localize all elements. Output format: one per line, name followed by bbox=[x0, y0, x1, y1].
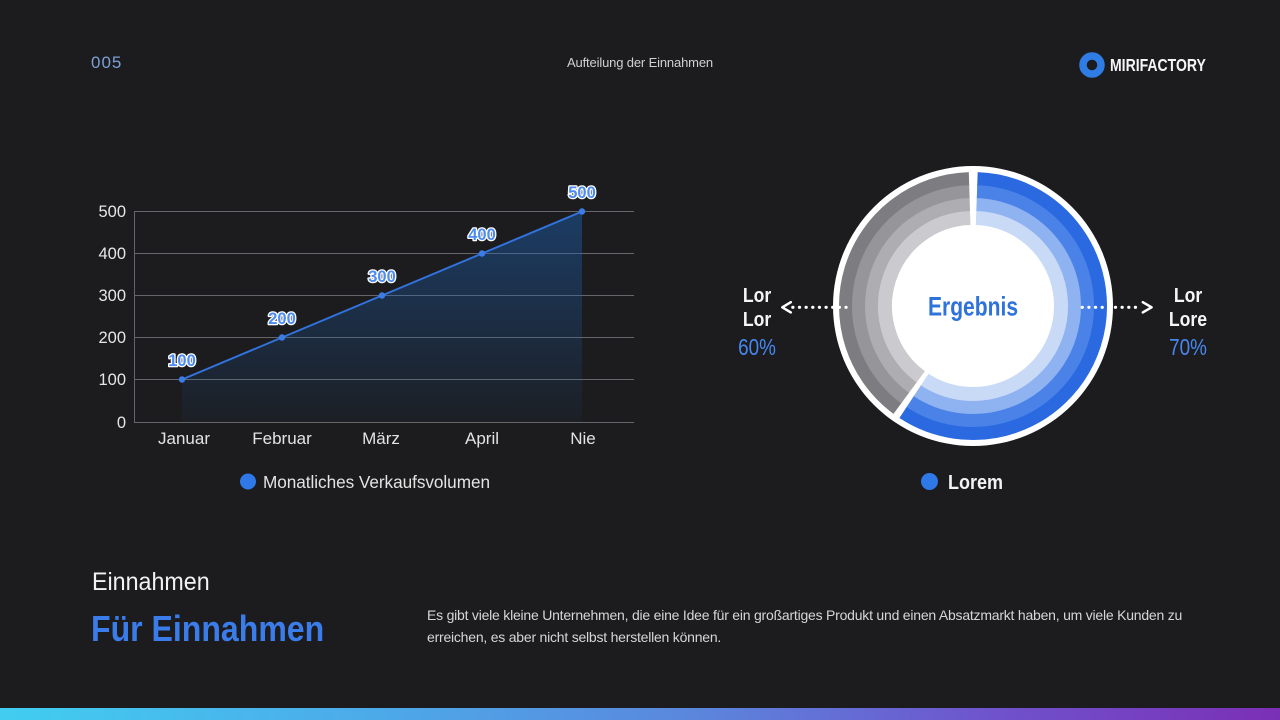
svg-text:Nie: Nie bbox=[570, 429, 596, 448]
svg-text:200: 200 bbox=[268, 310, 296, 328]
svg-text:200: 200 bbox=[98, 329, 126, 347]
svg-text:300: 300 bbox=[368, 268, 396, 286]
svg-text:MIRIFACTORY: MIRIFACTORY bbox=[1110, 55, 1206, 75]
svg-text:April: April bbox=[465, 429, 499, 448]
svg-text:Januar: Januar bbox=[158, 429, 210, 448]
svg-text:400: 400 bbox=[468, 226, 496, 244]
svg-text:400: 400 bbox=[98, 245, 126, 263]
svg-text:Ergebnis: Ergebnis bbox=[928, 292, 1018, 322]
svg-text:Monatliches Verkaufsvolumen: Monatliches Verkaufsvolumen bbox=[263, 472, 490, 492]
svg-text:100: 100 bbox=[98, 371, 126, 389]
svg-text:300: 300 bbox=[98, 287, 126, 305]
svg-text:500: 500 bbox=[98, 203, 126, 221]
svg-text:100: 100 bbox=[168, 352, 196, 370]
svg-text:Februar: Februar bbox=[252, 429, 312, 448]
svg-text:März: März bbox=[362, 429, 400, 448]
svg-text:500: 500 bbox=[568, 184, 596, 202]
svg-text:0: 0 bbox=[117, 414, 126, 432]
